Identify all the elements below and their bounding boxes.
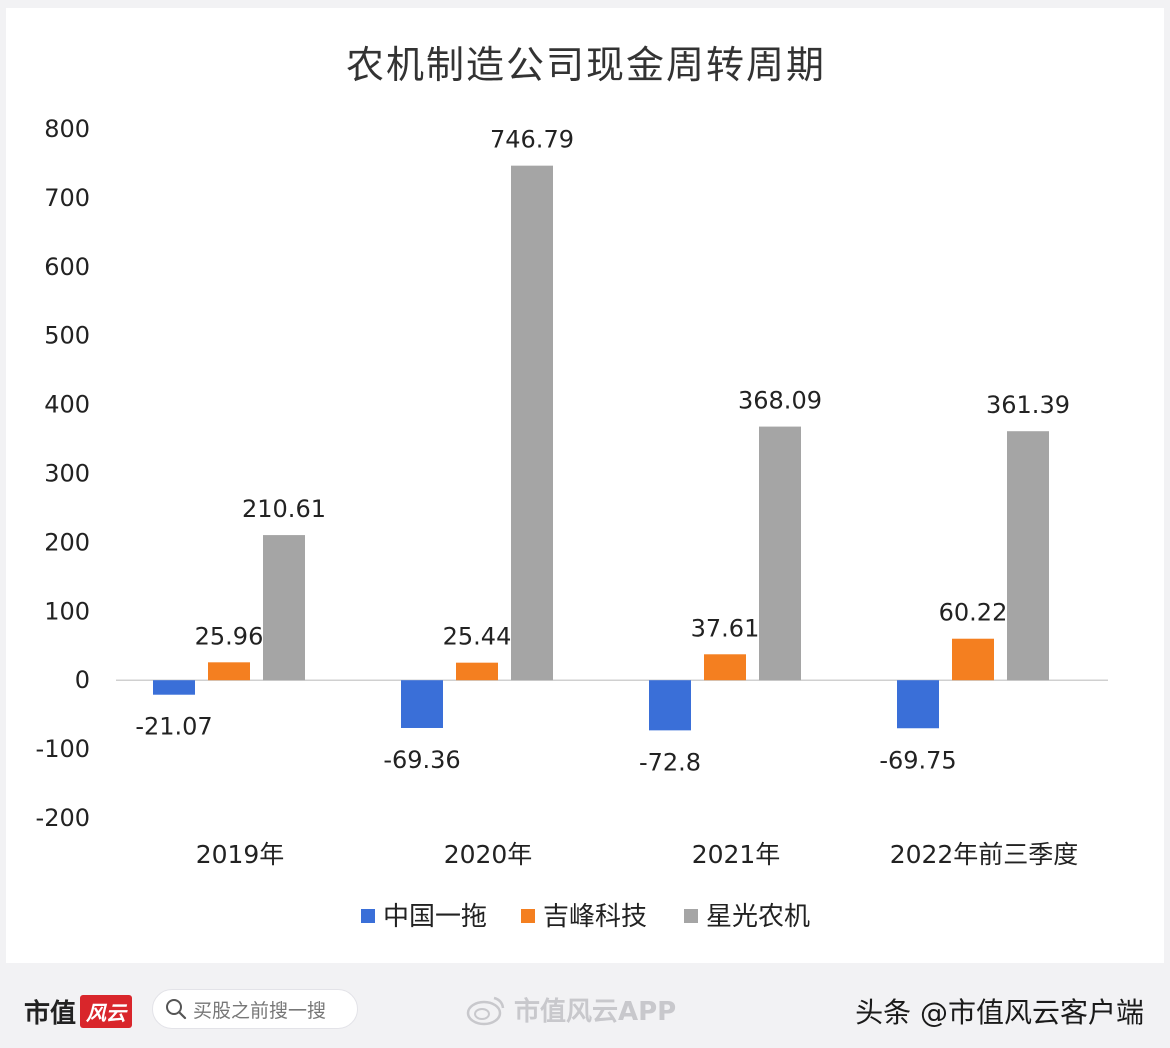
data-label: 60.22	[939, 599, 1008, 627]
bar-3-1	[263, 535, 305, 681]
bar-1-3	[649, 680, 691, 731]
bar-3-3	[759, 426, 801, 681]
data-label: -69.36	[383, 746, 460, 774]
chart-card: 农机制造公司现金周转周期 800 700 600 500 400 300 200 100 0 -1…	[6, 8, 1164, 963]
bar-2-3	[704, 654, 746, 681]
y-tick-label: 300	[44, 460, 90, 488]
search-placeholder: 买股之前搜一搜	[193, 999, 327, 1022]
legend: 中国一拖 吉峰科技 星光农机	[361, 902, 810, 932]
data-label: 361.39	[986, 391, 1070, 419]
bar-2-1	[208, 662, 250, 681]
weibo-watermark: 市值风云APP	[466, 991, 676, 1028]
legend-swatch	[361, 909, 375, 923]
data-label: 746.79	[490, 126, 574, 154]
y-tick-label: 500	[44, 322, 90, 350]
data-label: -69.75	[879, 746, 956, 774]
bar-2-4	[952, 638, 994, 681]
chart-title: 农机制造公司现金周转周期	[346, 43, 826, 87]
x-category-label: 2022年前三季度	[890, 840, 1079, 869]
legend-swatch	[684, 909, 698, 923]
footer-bar: 市值 风云 买股之前搜一搜 市值风云APP 头条 @市值风云客户端	[0, 963, 1170, 1048]
data-label: 37.61	[691, 614, 760, 642]
y-tick-label: 100	[44, 597, 90, 625]
data-label: 25.96	[195, 622, 264, 650]
brand-logo-badge: 风云	[80, 995, 133, 1028]
y-tick-label: -100	[36, 735, 90, 763]
watermark-text: 市值风云APP	[514, 997, 677, 1027]
y-tick-label: 0	[75, 666, 90, 694]
legend-label: 中国一拖	[383, 902, 487, 932]
legend-label: 星光农机	[706, 902, 810, 932]
search-icon	[166, 999, 187, 1020]
data-label: 210.61	[242, 495, 326, 523]
x-category-label: 2019年	[196, 840, 285, 869]
bar-2-2	[456, 662, 498, 681]
bar-1-1	[153, 680, 195, 695]
y-tick-label: 600	[44, 253, 90, 281]
legend-swatch	[521, 909, 535, 923]
brand-logo: 市值 风云	[24, 993, 133, 1030]
y-tick-label: 200	[44, 528, 90, 556]
bar-chart: 农机制造公司现金周转周期 800 700 600 500 400 300 200 100 0 -1…	[36, 43, 1108, 932]
bar-1-2	[401, 680, 443, 728]
y-tick-label: 700	[44, 184, 90, 212]
weibo-icon	[466, 996, 505, 1025]
data-label: -72.8	[639, 748, 701, 776]
data-label: -21.07	[135, 713, 212, 741]
y-tick-label: 400	[44, 391, 90, 419]
search-bar[interactable]: 买股之前搜一搜	[152, 989, 358, 1029]
labels-layer: -21.07 25.96 210.61 -69.36 25.44 746.79 -72.8 3…	[135, 126, 1070, 777]
bar-3-4	[1007, 431, 1049, 681]
legend-label: 吉峰科技	[543, 902, 647, 932]
data-label: 368.09	[738, 387, 822, 415]
axis-layer: 800 700 600 500 400 300 200 100 0 -100 -200 2019年 20…	[36, 115, 1108, 869]
y-tick-label: 800	[44, 115, 90, 143]
source-credit: 头条 @市值风云客户端	[855, 996, 1144, 1029]
bars-layer	[153, 165, 1049, 731]
brand-logo-text: 市值	[24, 999, 77, 1029]
x-category-label: 2021年	[692, 840, 781, 869]
y-tick-label: -200	[36, 804, 90, 832]
bar-3-2	[511, 165, 553, 681]
bar-1-4	[897, 680, 939, 729]
x-category-label: 2020年	[444, 840, 533, 869]
data-label: 25.44	[443, 623, 512, 651]
